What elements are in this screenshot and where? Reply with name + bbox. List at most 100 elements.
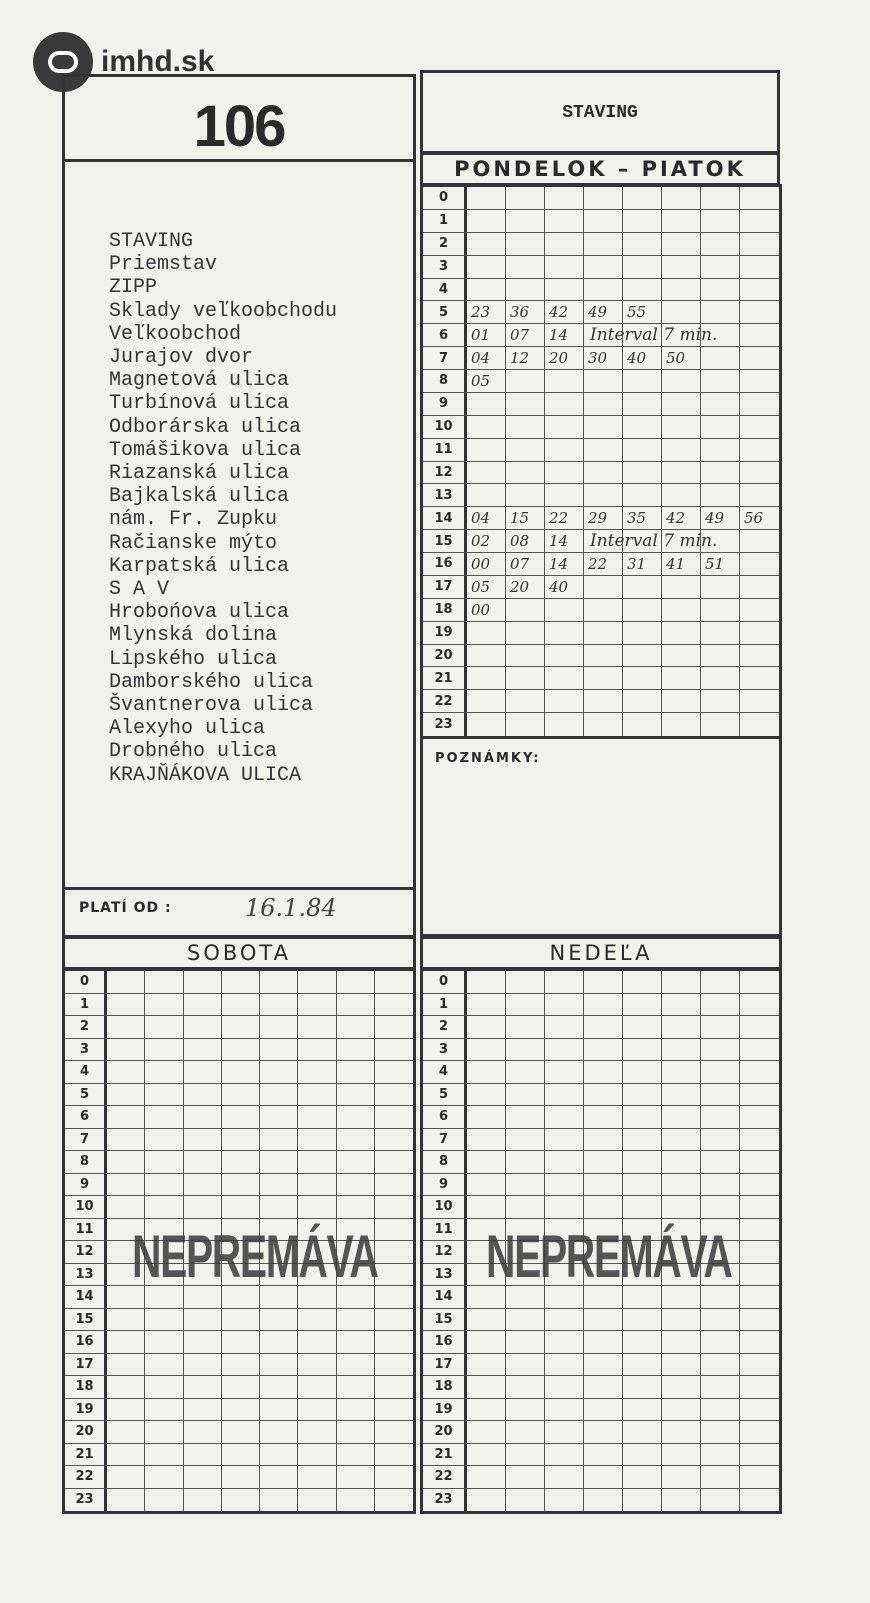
notes-box: POZNÁMKY: bbox=[420, 737, 782, 937]
minute-cell bbox=[623, 232, 662, 255]
minute-cell bbox=[623, 1263, 662, 1285]
minute-cell bbox=[584, 187, 623, 209]
minute-cell bbox=[184, 1398, 222, 1420]
hour-row: 21 bbox=[423, 1443, 779, 1466]
minute-cell bbox=[623, 1488, 662, 1511]
hour-label: 19 bbox=[423, 1398, 467, 1420]
minute-cell bbox=[740, 1084, 779, 1106]
minute-cell bbox=[740, 279, 779, 301]
hour-label: 22 bbox=[423, 690, 467, 713]
minute-cell bbox=[623, 438, 662, 461]
minute-cell bbox=[662, 415, 701, 438]
minute-cell bbox=[740, 1354, 779, 1376]
minute-cell bbox=[740, 1309, 779, 1331]
minute-cell bbox=[107, 1151, 146, 1173]
minute-cell bbox=[260, 1151, 299, 1173]
minute-cell bbox=[662, 1106, 701, 1128]
minute-cell bbox=[107, 1016, 146, 1038]
minute-cell bbox=[623, 1196, 662, 1218]
minute-cell bbox=[222, 1421, 260, 1443]
minute-cell bbox=[107, 1331, 146, 1353]
minute-cell bbox=[260, 993, 299, 1015]
hour-label: 2 bbox=[65, 1016, 107, 1038]
minute-cell bbox=[337, 1241, 375, 1263]
minute-cell bbox=[337, 1308, 375, 1330]
minute-cell bbox=[662, 232, 701, 255]
minute-cell bbox=[584, 667, 623, 690]
weekday-header: PONDELOK – PIATOK bbox=[420, 152, 780, 186]
minute-cell bbox=[545, 1128, 584, 1150]
hour-label: 9 bbox=[65, 1173, 107, 1195]
destination-box: STAVING bbox=[420, 70, 780, 154]
minute-cell bbox=[145, 1376, 184, 1398]
minute-cell bbox=[260, 1083, 299, 1105]
minute-cell bbox=[701, 644, 740, 667]
minute-cell bbox=[545, 438, 584, 461]
minute-cell bbox=[506, 644, 545, 667]
hour-label: 20 bbox=[423, 1421, 467, 1443]
minute-cell bbox=[222, 1196, 260, 1218]
minute-cell bbox=[584, 438, 623, 461]
hour-label: 6 bbox=[423, 1106, 467, 1128]
minute-cell bbox=[623, 993, 662, 1015]
minute-cell bbox=[662, 392, 701, 415]
minute-cell bbox=[107, 1421, 146, 1443]
saturday-stamp: NEPREMÁVA bbox=[132, 1223, 379, 1290]
minute-cell bbox=[623, 1218, 662, 1240]
stop-item: Sklady veľkoobchodu bbox=[109, 299, 338, 323]
stop-item: Priemstav bbox=[109, 253, 218, 277]
minute-cell bbox=[740, 645, 779, 667]
hour-label: 18 bbox=[423, 1376, 467, 1398]
minute-cell bbox=[740, 713, 779, 736]
hour-label: 5 bbox=[423, 301, 467, 324]
minute-cell: 55 bbox=[623, 301, 662, 324]
minute-cell bbox=[222, 1308, 260, 1330]
minute-cell bbox=[222, 971, 260, 993]
minute-cell bbox=[545, 1443, 584, 1465]
minute-cell bbox=[506, 1128, 545, 1150]
minute-cell bbox=[298, 1286, 337, 1308]
minute-cell bbox=[506, 232, 545, 255]
minute-cell bbox=[506, 667, 545, 690]
minute-cell bbox=[740, 301, 779, 323]
minute-cell bbox=[701, 1151, 740, 1173]
minute-cell bbox=[467, 690, 506, 713]
hour-label: 11 bbox=[65, 1218, 107, 1240]
minute-cell bbox=[222, 1466, 260, 1488]
minute-cell: 02 bbox=[467, 530, 506, 552]
minute-cell: 50 bbox=[662, 347, 701, 369]
minute-cell bbox=[222, 1398, 260, 1420]
minute-cell bbox=[545, 1263, 584, 1285]
minute-cell bbox=[623, 667, 662, 690]
hour-label: 17 bbox=[423, 575, 467, 598]
minute-cell bbox=[740, 370, 779, 392]
minute-cell bbox=[584, 1376, 623, 1398]
minute-cell bbox=[107, 1308, 146, 1330]
hour-label: 3 bbox=[65, 1038, 107, 1060]
hour-row: 23 bbox=[423, 1488, 779, 1511]
minute-cell bbox=[584, 1308, 623, 1330]
minute-cell bbox=[184, 1376, 222, 1398]
minute-cell bbox=[584, 1061, 623, 1083]
minute-cell: 20 bbox=[506, 575, 545, 598]
minute-cell bbox=[740, 1129, 779, 1151]
minute-cell bbox=[545, 993, 584, 1015]
minute-cell bbox=[662, 530, 701, 552]
stop-item: Alexyho ulica bbox=[109, 717, 266, 741]
minute-cell bbox=[662, 484, 701, 507]
minute-cell bbox=[623, 187, 662, 209]
minute-cell bbox=[623, 644, 662, 667]
hour-row: 5 bbox=[65, 1083, 413, 1106]
hour-row: 9 bbox=[423, 1173, 779, 1196]
minute-cell bbox=[584, 370, 623, 392]
minute-cell bbox=[545, 690, 584, 713]
minute-cell bbox=[298, 1128, 337, 1150]
minute-cell bbox=[701, 598, 740, 621]
minute-cell bbox=[107, 1083, 146, 1105]
minute-cell bbox=[467, 1466, 506, 1488]
minute-cell bbox=[740, 576, 779, 598]
minute-cell bbox=[584, 713, 623, 736]
minute-cell bbox=[701, 1488, 740, 1511]
minute-cell bbox=[222, 1016, 260, 1038]
hour-label: 2 bbox=[423, 232, 467, 255]
